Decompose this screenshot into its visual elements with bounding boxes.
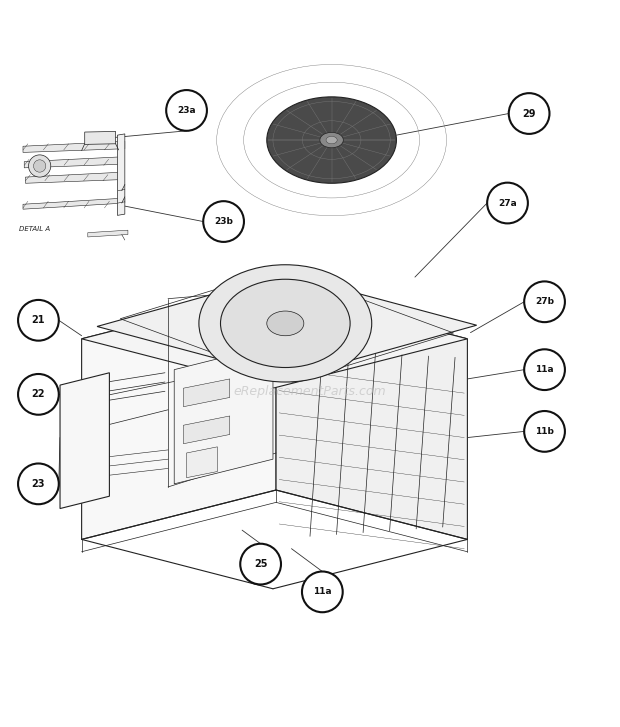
Text: 29: 29 bbox=[523, 108, 536, 119]
Polygon shape bbox=[276, 289, 467, 539]
Circle shape bbox=[203, 201, 244, 242]
Polygon shape bbox=[88, 230, 128, 237]
Ellipse shape bbox=[221, 279, 350, 368]
Polygon shape bbox=[184, 416, 230, 443]
Ellipse shape bbox=[267, 311, 304, 336]
Circle shape bbox=[18, 464, 59, 505]
Text: 11a: 11a bbox=[313, 587, 332, 596]
Circle shape bbox=[241, 544, 281, 585]
Text: 23a: 23a bbox=[177, 106, 196, 115]
Polygon shape bbox=[82, 289, 276, 539]
Polygon shape bbox=[85, 132, 115, 145]
Ellipse shape bbox=[267, 97, 396, 183]
Polygon shape bbox=[24, 157, 123, 168]
Circle shape bbox=[33, 160, 46, 172]
Polygon shape bbox=[304, 166, 347, 182]
Polygon shape bbox=[117, 134, 125, 215]
Circle shape bbox=[524, 411, 565, 451]
Text: 23: 23 bbox=[32, 479, 45, 489]
Ellipse shape bbox=[326, 137, 337, 144]
Text: 27b: 27b bbox=[535, 297, 554, 306]
Ellipse shape bbox=[320, 132, 343, 148]
Polygon shape bbox=[23, 198, 125, 209]
Polygon shape bbox=[23, 141, 125, 153]
Text: eReplacementParts.com: eReplacementParts.com bbox=[234, 385, 386, 398]
Text: 23b: 23b bbox=[214, 217, 233, 226]
Circle shape bbox=[18, 374, 59, 414]
Polygon shape bbox=[174, 345, 273, 484]
Circle shape bbox=[509, 93, 549, 134]
Text: DETAIL A: DETAIL A bbox=[19, 226, 50, 232]
Text: 27a: 27a bbox=[498, 198, 517, 207]
Polygon shape bbox=[25, 172, 122, 183]
Ellipse shape bbox=[199, 265, 372, 382]
Circle shape bbox=[166, 90, 207, 131]
Circle shape bbox=[18, 300, 59, 341]
Text: 21: 21 bbox=[32, 316, 45, 325]
Polygon shape bbox=[97, 274, 477, 378]
Circle shape bbox=[524, 349, 565, 390]
Circle shape bbox=[29, 155, 51, 177]
Polygon shape bbox=[187, 447, 218, 478]
Polygon shape bbox=[184, 379, 230, 406]
Text: 11b: 11b bbox=[535, 427, 554, 436]
Text: 25: 25 bbox=[254, 559, 267, 569]
Polygon shape bbox=[82, 289, 467, 388]
Circle shape bbox=[302, 571, 343, 612]
Polygon shape bbox=[60, 373, 109, 509]
Circle shape bbox=[487, 182, 528, 223]
Text: 11a: 11a bbox=[535, 365, 554, 374]
Circle shape bbox=[524, 281, 565, 322]
Text: 22: 22 bbox=[32, 390, 45, 399]
